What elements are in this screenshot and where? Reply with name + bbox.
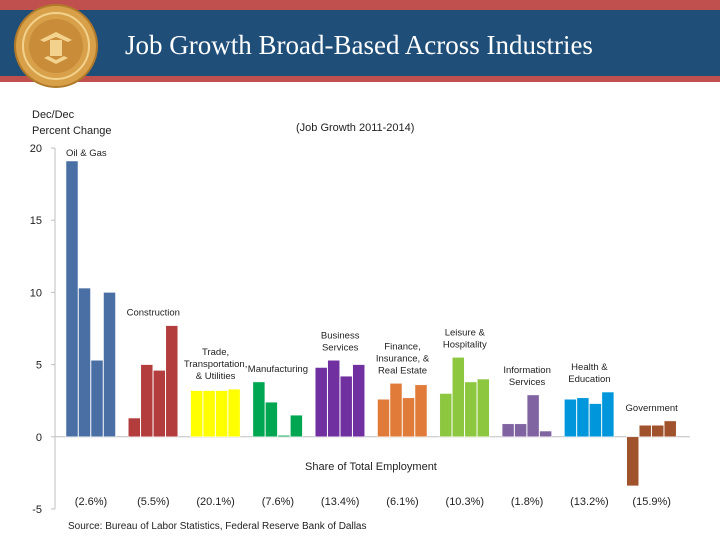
bar <box>314 367 328 438</box>
bar <box>128 417 141 438</box>
industry-label: Construction <box>127 308 180 319</box>
bar <box>638 424 652 438</box>
industry-label: Insurance, & <box>376 353 430 364</box>
industry-label: Education <box>568 374 610 385</box>
bar <box>352 364 365 438</box>
source-note: Source: Bureau of Labor Statistics, Fede… <box>68 521 366 532</box>
industry-label: Information <box>503 365 551 376</box>
bar <box>202 390 216 438</box>
bar <box>90 360 104 438</box>
bar <box>377 399 390 438</box>
page-title: Job Growth Broad-Based Across Industries <box>125 30 593 60</box>
bar <box>601 391 615 438</box>
bar <box>589 403 602 438</box>
chart-subtitle: (Job Growth 2011-2014) <box>296 122 414 134</box>
industry-label: Business <box>321 330 360 341</box>
bar <box>501 423 515 438</box>
employment-share-label: (6.1%) <box>386 496 418 508</box>
header-top-stripe <box>0 0 720 10</box>
employment-share-label: (1.8%) <box>511 496 543 508</box>
industry-label: Manufacturing <box>248 364 308 375</box>
y-tick-label: 10 <box>30 287 42 299</box>
header-bar <box>0 10 720 76</box>
bar <box>290 414 303 438</box>
y-tick-label: 5 <box>36 360 42 372</box>
employment-share-label: (13.4%) <box>321 496 360 508</box>
bar <box>65 160 79 438</box>
bar <box>265 401 278 438</box>
bar <box>252 381 266 438</box>
bar <box>140 364 154 438</box>
industry-label: Trade, <box>202 347 229 358</box>
y-axis-title-line-1: Dec/Dec <box>32 109 75 121</box>
industry-label: Real Estate <box>378 365 427 376</box>
bar <box>526 394 540 438</box>
employment-share-label: (13.2%) <box>570 496 609 508</box>
bar <box>539 430 552 438</box>
bar <box>389 383 403 438</box>
y-tick-label: 20 <box>30 143 42 155</box>
bar <box>576 397 590 438</box>
y-tick-label: 0 <box>36 432 42 444</box>
y-axis-title-line-2: Percent Change <box>32 125 112 137</box>
bar <box>78 287 91 438</box>
bar <box>452 357 465 438</box>
header-bottom-stripe <box>0 76 720 82</box>
bar <box>227 388 241 438</box>
industry-label: Hospitality <box>443 339 487 350</box>
bar <box>190 390 203 438</box>
bar <box>626 436 639 487</box>
employment-share-label: (15.9%) <box>632 496 671 508</box>
bar <box>402 397 415 438</box>
industry-label: Transportation, <box>184 359 248 370</box>
employment-share-label: (10.3%) <box>446 496 485 508</box>
industry-label: Government <box>626 403 679 414</box>
bar <box>165 325 179 438</box>
bar <box>564 399 577 438</box>
industry-label: Services <box>322 342 359 353</box>
bar <box>339 375 353 438</box>
employment-share-label: (2.6%) <box>75 496 107 508</box>
seal-of-federal-reserve-logo <box>14 4 98 88</box>
x-axis-title: Share of Total Employment <box>305 461 437 473</box>
employment-share-label: (20.1%) <box>196 496 235 508</box>
bar <box>651 424 664 438</box>
y-tick-label: -5 <box>32 504 42 516</box>
bar <box>663 420 677 438</box>
bar <box>477 378 490 438</box>
bar <box>277 435 291 438</box>
bar <box>414 384 428 438</box>
bar <box>514 423 527 438</box>
employment-share-label: (5.5%) <box>137 496 169 508</box>
industry-label: Oil & Gas <box>66 148 107 159</box>
y-tick-label: 15 <box>30 215 42 227</box>
industry-label: Leisure & <box>445 327 486 338</box>
industry-label: & Utilities <box>196 371 236 382</box>
bar <box>327 360 340 438</box>
bar <box>464 381 478 438</box>
bar <box>153 370 166 438</box>
industry-label: Services <box>509 377 546 388</box>
industry-label: Health & <box>571 362 608 373</box>
industry-label: Finance, <box>384 341 420 352</box>
employment-share-label: (7.6%) <box>262 496 294 508</box>
bar <box>103 292 116 438</box>
bar <box>439 393 453 438</box>
bar <box>215 390 228 438</box>
